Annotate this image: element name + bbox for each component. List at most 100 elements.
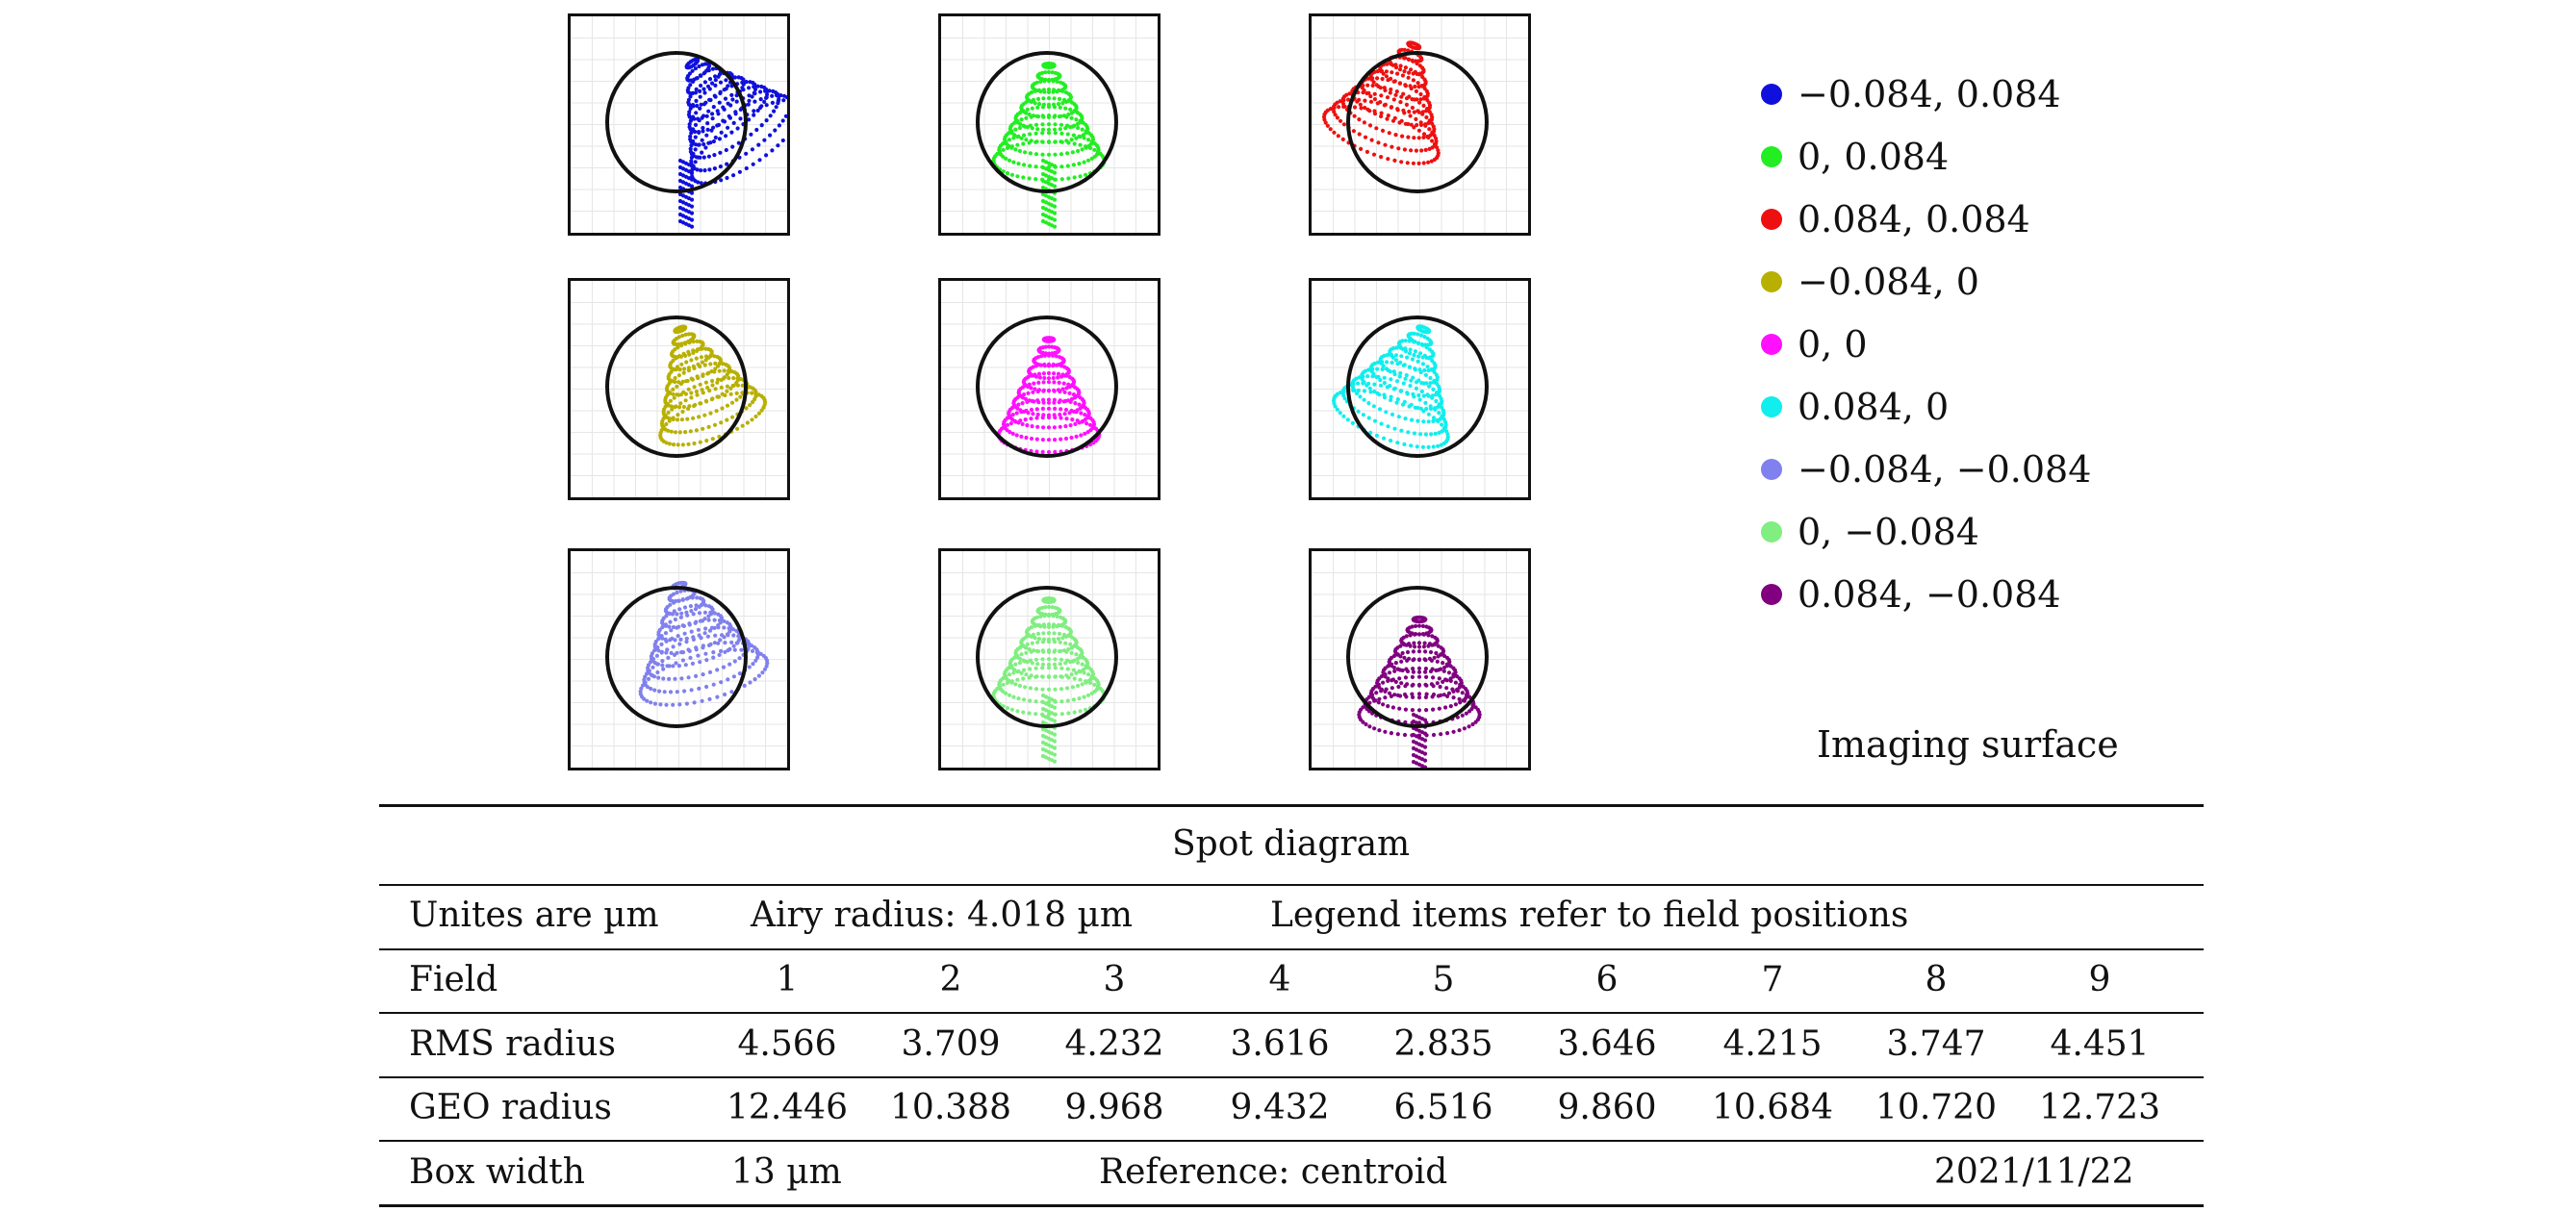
geo-value-cell: 10.684 <box>1712 1088 1833 1127</box>
field-number-cell: 8 <box>1925 960 1948 999</box>
legend-dot-icon <box>1761 396 1782 417</box>
field-number-cell: 6 <box>1595 960 1619 999</box>
spot-panel-1 <box>568 13 790 236</box>
legend-item: 0, 0 <box>1761 323 1868 366</box>
spot-plot <box>1312 551 1528 768</box>
spot-points <box>996 336 1102 455</box>
reference-label: Reference: centroid <box>1099 1152 1448 1192</box>
spot-points <box>1321 40 1441 165</box>
legend-label: 0, 0.084 <box>1798 136 1950 178</box>
geo-value-cell: 9.860 <box>1557 1088 1657 1127</box>
rms-value-cell: 4.566 <box>737 1024 837 1064</box>
field-row-label: Field <box>409 960 498 999</box>
spot-panel-5 <box>938 278 1160 500</box>
airy-circle <box>605 51 748 193</box>
airy-circle <box>976 586 1118 728</box>
field-number-cell: 4 <box>1268 960 1291 999</box>
rms-value-cell: 3.747 <box>1886 1024 1986 1064</box>
geo-value-cell: 9.968 <box>1064 1088 1164 1127</box>
legend-note: Legend items refer to field positions <box>1270 896 1909 935</box>
field-number-cell: 5 <box>1432 960 1455 999</box>
legend-dot-icon <box>1761 459 1782 480</box>
rms-value-cell: 4.451 <box>2050 1024 2150 1064</box>
legend-dot-icon <box>1761 84 1782 105</box>
spot-points <box>638 580 770 707</box>
spot-plot <box>941 16 1158 233</box>
geo-row-label: GEO radius <box>409 1088 612 1127</box>
table-rule <box>379 1204 2204 1207</box>
spot-plot <box>571 551 787 768</box>
legend-item: 0, 0.084 <box>1761 136 1949 178</box>
legend-dot-icon <box>1761 521 1782 543</box>
airy-circle <box>605 586 748 728</box>
field-number-cell: 2 <box>939 960 962 999</box>
table-rule <box>379 1076 2204 1078</box>
legend-label: 0.084, 0.084 <box>1798 198 2030 240</box>
rms-value-cell: 3.616 <box>1230 1024 1330 1064</box>
legend-label: −0.084, 0 <box>1798 261 1979 303</box>
legend-label: −0.084, −0.084 <box>1798 448 2092 491</box>
airy-circle <box>605 316 748 458</box>
geo-value-cell: 6.516 <box>1393 1088 1493 1127</box>
legend-dot-icon <box>1761 334 1782 355</box>
spot-panel-3 <box>1309 13 1531 236</box>
legend-item: 0.084, 0.084 <box>1761 198 2030 240</box>
airy-circle <box>1346 586 1489 728</box>
spot-points <box>991 61 1107 229</box>
table-rule <box>379 884 2204 886</box>
rms-value-cell: 4.215 <box>1722 1024 1823 1064</box>
spot-panel-6 <box>1309 278 1531 500</box>
spot-plot <box>1312 16 1528 233</box>
table-rule <box>379 948 2204 950</box>
spot-plot <box>571 16 787 233</box>
units-label: Unites are µm <box>409 896 659 935</box>
legend-dot-icon <box>1761 271 1782 292</box>
field-number-cell: 9 <box>2088 960 2111 999</box>
box-width-label: Box width <box>409 1152 585 1192</box>
spot-points <box>677 57 787 229</box>
legend-item: −0.084, −0.084 <box>1761 448 2091 491</box>
legend-dot-icon <box>1761 146 1782 167</box>
spot-panel-8 <box>938 548 1160 770</box>
rms-value-cell: 3.646 <box>1557 1024 1657 1064</box>
rms-value-cell: 4.232 <box>1064 1024 1164 1064</box>
field-number-cell: 3 <box>1103 960 1126 999</box>
spot-plot <box>571 281 787 497</box>
field-number-cell: 1 <box>776 960 799 999</box>
airy-circle <box>976 316 1118 458</box>
legend-item: −0.084, 0 <box>1761 261 1979 303</box>
geo-value-cell: 10.388 <box>890 1088 1011 1127</box>
geo-value-cell: 9.432 <box>1230 1088 1330 1127</box>
legend-dot-icon <box>1761 209 1782 230</box>
legend-item: −0.084, 0.084 <box>1761 73 2061 115</box>
rms-value-cell: 3.709 <box>901 1024 1001 1064</box>
legend-label: 0.084, 0 <box>1798 386 1950 428</box>
spot-points <box>991 595 1107 764</box>
table-rule <box>379 804 2204 807</box>
geo-value-cell: 12.723 <box>2039 1088 2160 1127</box>
rms-row-label: RMS radius <box>409 1024 616 1064</box>
geo-value-cell: 12.446 <box>727 1088 848 1127</box>
date-label: 2021/11/22 <box>1934 1152 2134 1192</box>
spot-panel-2 <box>938 13 1160 236</box>
legend-label: 0.084, −0.084 <box>1798 573 2061 616</box>
spot-plot <box>941 281 1158 497</box>
legend-item: 0.084, −0.084 <box>1761 573 2061 616</box>
rms-value-cell: 2.835 <box>1393 1024 1493 1064</box>
imaging-surface-label: Imaging surface <box>1817 723 2119 766</box>
table-title: Spot diagram <box>1172 824 1411 864</box>
legend-label: 0, 0 <box>1798 323 1868 366</box>
spot-plot <box>941 551 1158 768</box>
geo-value-cell: 10.720 <box>1875 1088 1997 1127</box>
spot-panel-7 <box>568 548 790 770</box>
legend-label: −0.084, 0.084 <box>1798 73 2061 115</box>
table-rule <box>379 1140 2204 1142</box>
spot-panel-4 <box>568 278 790 500</box>
spot-plot <box>1312 281 1528 497</box>
field-number-cell: 7 <box>1761 960 1784 999</box>
legend-item: 0.084, 0 <box>1761 386 1949 428</box>
spot-panel-9 <box>1309 548 1531 770</box>
spot-points <box>1357 615 1482 768</box>
legend-item: 0, −0.084 <box>1761 511 1979 553</box>
airy-circle <box>976 51 1118 193</box>
